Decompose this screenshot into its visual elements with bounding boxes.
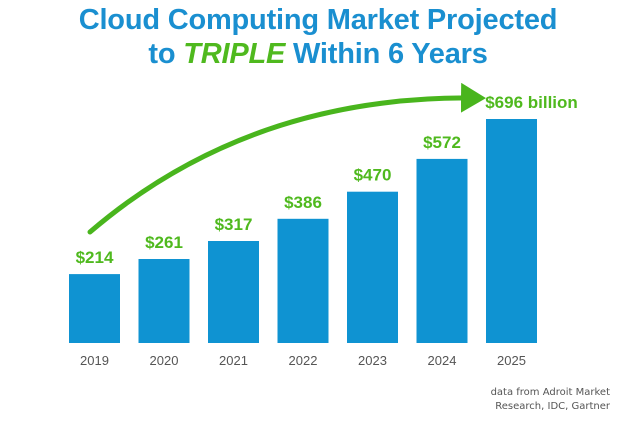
chart-title-line-1: Cloud Computing Market Projected xyxy=(78,4,558,36)
title-emphasis-triple: TRIPLE xyxy=(183,38,286,70)
chart-title-line-2: to TRIPLE Within 6 Years xyxy=(0,37,636,71)
x-tick-2023: 2023 xyxy=(358,353,387,368)
growth-arrow xyxy=(87,82,486,235)
bar-2021 xyxy=(208,241,259,343)
x-tick-2021: 2021 xyxy=(219,353,248,368)
bar-2019 xyxy=(69,274,120,343)
source-line-2: Research, IDC, Gartner xyxy=(495,401,610,412)
x-tick-2020: 2020 xyxy=(150,353,179,368)
value-label-2020: $261 xyxy=(145,233,183,252)
value-label-2025: $696 billion xyxy=(485,93,578,112)
value-label-2021: $317 xyxy=(215,215,253,234)
x-tick-2019: 2019 xyxy=(80,353,109,368)
x-tick-2022: 2022 xyxy=(289,353,318,368)
bar-2022 xyxy=(277,218,329,343)
bar-2024 xyxy=(416,158,468,343)
title-pre-text: to xyxy=(148,38,184,70)
bar-2025 xyxy=(486,119,537,343)
x-tick-2025: 2025 xyxy=(497,353,526,368)
x-tick-2024: 2024 xyxy=(428,353,457,368)
source-line-1: data from Adroit Market xyxy=(490,387,610,398)
title-post-text: Within 6 Years xyxy=(285,38,488,70)
value-label-2024: $572 xyxy=(423,133,461,152)
value-label-2019: $214 xyxy=(76,248,114,267)
bar-2020 xyxy=(138,259,190,343)
bar-2023 xyxy=(347,191,398,343)
value-label-2023: $470 xyxy=(354,166,392,185)
value-label-2022: $386 xyxy=(284,193,322,212)
data-source-note: data from Adroit Market Research, IDC, G… xyxy=(410,386,610,414)
